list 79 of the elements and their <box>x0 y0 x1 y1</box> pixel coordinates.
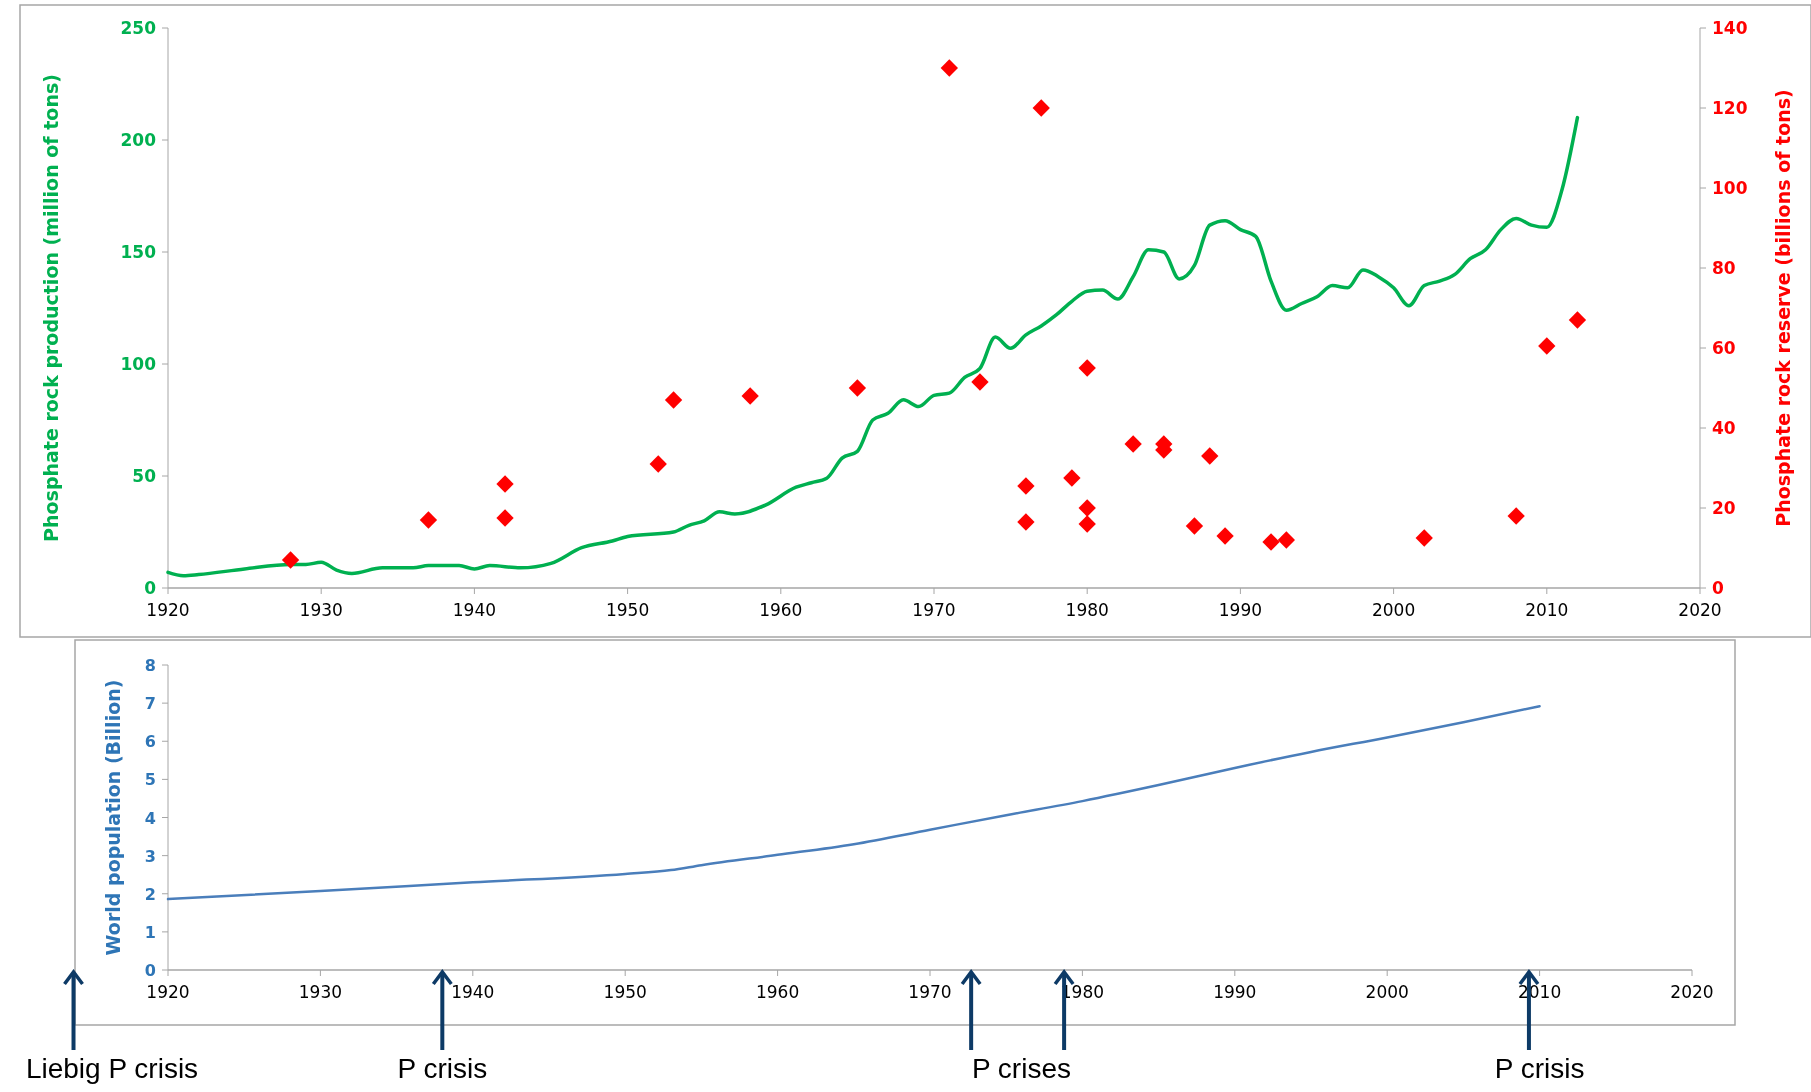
point <box>1538 337 1556 355</box>
x-tick-label: 1980 <box>1065 600 1109 620</box>
text: P crisis <box>1494 1053 1585 1084</box>
y2-tick-label: 60 <box>1712 338 1736 358</box>
y2-tick-label: 100 <box>1712 178 1748 198</box>
line-series <box>166 704 1541 901</box>
point <box>848 379 867 397</box>
y-tick-label: 100 <box>120 354 157 374</box>
point <box>1415 529 1433 547</box>
point <box>1216 527 1234 545</box>
y-tick-label: 250 <box>120 18 157 38</box>
point <box>1262 533 1280 551</box>
point <box>1185 517 1204 535</box>
x-tick-label: 1930 <box>299 600 343 620</box>
x-tick-label: 1930 <box>298 982 343 1002</box>
x-tick-label: 1990 <box>1213 982 1257 1002</box>
x-tick-label: 1940 <box>451 982 495 1002</box>
point <box>496 475 514 493</box>
x-tick-label: 1950 <box>605 600 650 620</box>
y-axis-title: Phosphate rock production (million of tons) <box>40 74 62 542</box>
y2-tick-label: 80 <box>1712 258 1736 278</box>
x-tick-label: 2000 <box>1371 600 1416 620</box>
y-tick-label: 6 <box>144 732 156 752</box>
point <box>1017 513 1035 531</box>
point <box>741 387 759 405</box>
x-tick-label: 1960 <box>755 982 800 1002</box>
x-tick-label: 1970 <box>912 600 956 620</box>
x-tick-label: 2020 <box>1678 600 1722 620</box>
point <box>1078 359 1096 377</box>
text: Liebig P crisis <box>25 1053 199 1084</box>
x-tick-label: 1950 <box>603 982 647 1002</box>
y-tick-label: 0 <box>144 961 156 980</box>
x-tick-label: 2000 <box>1365 982 1409 1002</box>
x-tick-label: 2010 <box>1525 600 1569 620</box>
point <box>1017 477 1035 495</box>
y-tick-label: 0 <box>144 578 157 598</box>
point <box>1078 499 1096 517</box>
x-tick-label: 1920 <box>146 982 190 1002</box>
y-tick-label: 2 <box>144 884 156 904</box>
x-tick-label: 1970 <box>908 982 952 1002</box>
y-tick-label: 5 <box>144 770 156 790</box>
point <box>649 455 667 473</box>
text: P crisis <box>397 1053 488 1084</box>
y2-tick-label: 20 <box>1712 498 1736 518</box>
x-tick-label: 1920 <box>146 600 190 620</box>
y2-tick-label: 140 <box>1712 18 1748 38</box>
y-tick-label: 50 <box>132 466 157 486</box>
y-tick-label: 3 <box>144 846 156 866</box>
y-tick-label: 7 <box>144 694 156 714</box>
x-tick-label: 1940 <box>452 600 497 620</box>
point <box>664 391 683 409</box>
x-tick-label: 2020 <box>1670 982 1714 1002</box>
y2-tick-label: 40 <box>1712 418 1736 438</box>
point <box>1277 531 1296 549</box>
point <box>1032 99 1050 117</box>
x-tick-label: 1990 <box>1218 600 1263 620</box>
point <box>1124 435 1142 453</box>
line-series <box>166 115 1580 578</box>
y-tick-label: 1 <box>144 922 156 942</box>
y-tick-label: 8 <box>144 656 156 675</box>
y-tick-label: 200 <box>120 130 157 150</box>
point <box>1063 469 1081 487</box>
y2-tick-label: 120 <box>1712 98 1748 118</box>
point <box>496 509 514 527</box>
y2-tick-label: 0 <box>1712 578 1724 598</box>
y-tick-label: 150 <box>120 242 157 262</box>
y-axis-title: World population (Billion) <box>102 679 124 956</box>
point <box>1507 507 1525 525</box>
point <box>281 551 300 569</box>
y-tick-label: 4 <box>144 808 156 828</box>
point <box>419 511 438 529</box>
point <box>1568 311 1587 329</box>
y2-axis-title: Phosphate rock reserve (billions of tons) <box>1772 89 1794 527</box>
point <box>940 59 958 77</box>
text: P crises <box>971 1053 1071 1084</box>
point <box>1078 515 1096 533</box>
x-tick-label: 1960 <box>759 600 803 620</box>
point <box>971 373 989 391</box>
point <box>1201 447 1219 465</box>
